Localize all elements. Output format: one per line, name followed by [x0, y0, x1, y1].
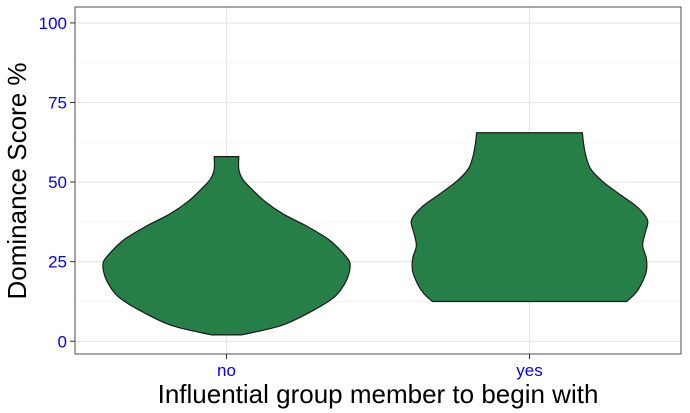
y-tick-label: 0: [58, 332, 67, 351]
violin-yes: [410, 132, 649, 303]
violin-no: [102, 156, 351, 336]
y-tick-label: 75: [48, 94, 67, 113]
y-tick-label: 50: [48, 173, 67, 192]
violins: [102, 132, 649, 336]
x-axis: no yes: [217, 354, 543, 380]
y-tick-label: 25: [48, 253, 67, 272]
x-tick-label-yes: yes: [516, 361, 542, 380]
y-axis-title: Dominance Score %: [2, 63, 32, 300]
plot-panel-border: [74, 6, 682, 355]
y-tick-label: 100: [39, 14, 67, 33]
y-axis: 0 25 50 75 100: [39, 14, 75, 351]
x-tick-label-no: no: [217, 361, 236, 380]
x-axis-title: Influential group member to begin with: [158, 379, 599, 409]
